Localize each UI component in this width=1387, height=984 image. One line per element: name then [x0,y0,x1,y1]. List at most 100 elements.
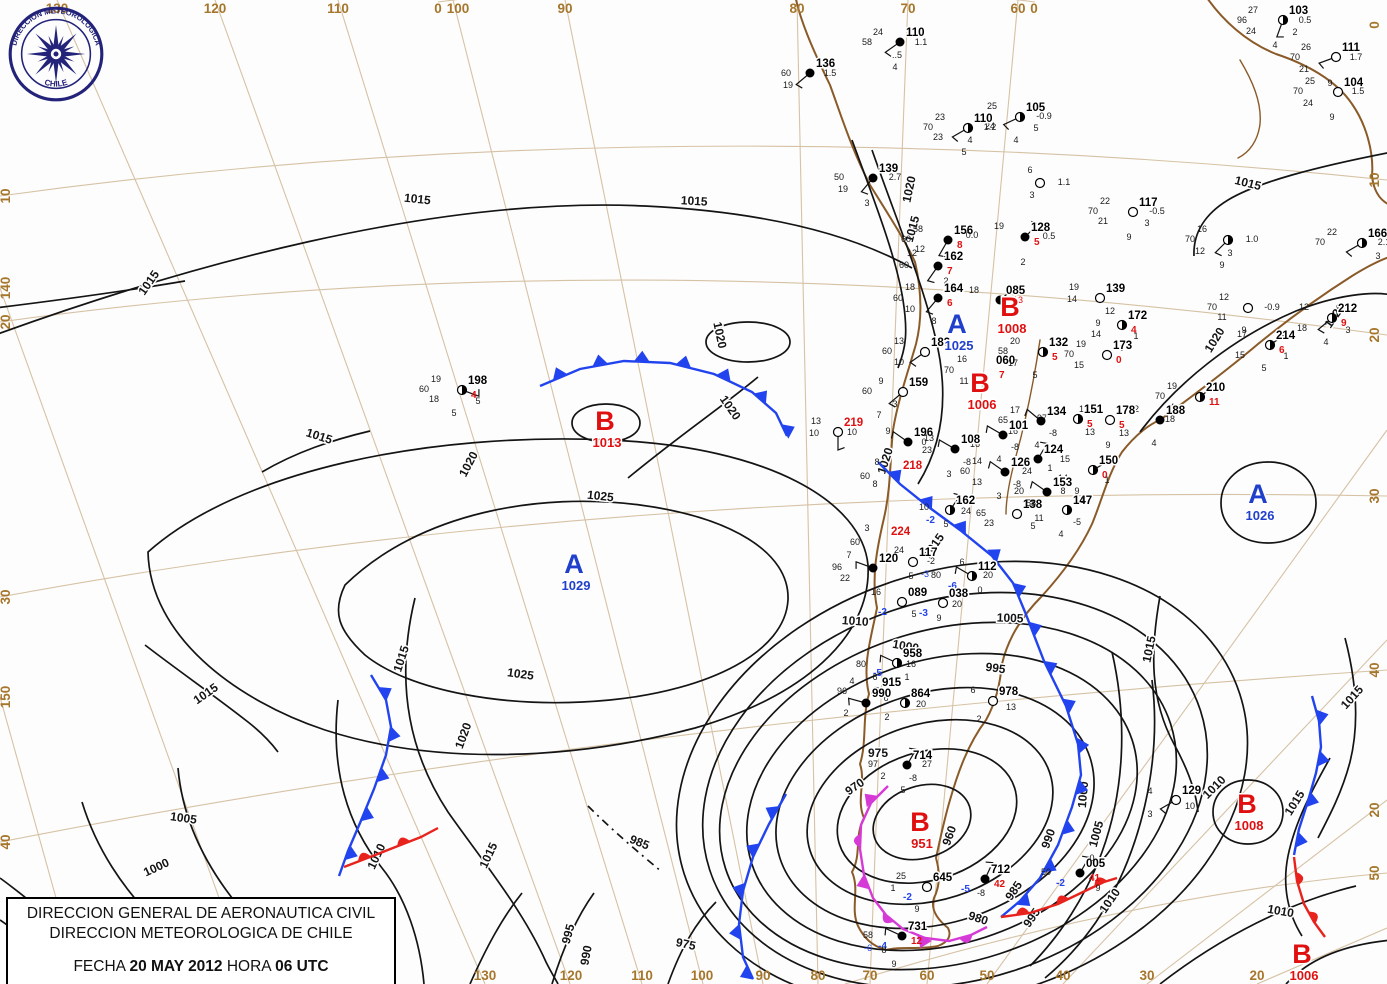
isobar-label: 1015 [390,644,412,674]
station-value: 19 [1076,339,1086,349]
station-value: 12 [1129,404,1139,414]
station-value: 6 [883,693,888,703]
wind-barb-icon [888,391,904,408]
isobar-label: 1015 [681,193,709,208]
station-circle-icon [1200,392,1205,402]
cold-front-triangle-icon [388,726,401,743]
station-circle-icon [832,426,844,438]
warm-front-semicircle-icon [1094,877,1108,887]
station-id: 218 [903,460,923,472]
station-value: 7 [846,550,851,560]
station-value: 4 [1147,786,1152,796]
cold-front-triangle-icon [732,882,746,899]
station-value: 16 [970,439,980,449]
wind-barb-icon [1037,441,1048,460]
station-plot-224: 224 3 60 24 [850,523,912,555]
station-value: 1 [1283,351,1288,361]
cold-front-triangle-icon [716,368,731,382]
station-value: 5 [451,408,456,418]
station-value: 18 [969,285,979,295]
isobar-label: 1020 [456,449,481,479]
station-id: 136 [816,58,835,70]
station-value: 3 [864,523,869,533]
station-id: 108 [961,434,981,446]
station-value: 1.5 [824,68,837,78]
cold-front-triangle-icon [1028,621,1042,637]
grid-label: 10 [0,188,13,203]
cold-front [1292,695,1330,856]
station-value: -8 [977,888,985,898]
station-value: -2 [927,556,935,566]
isobar-label: 1015 [1233,173,1263,193]
isobar-label: 1005 [997,611,1024,626]
station-value: 19 [431,374,441,384]
cold-front-triangle-icon [856,874,870,890]
warm-front-semicircle-icon [959,934,973,943]
station-value: -8 [1049,428,1057,438]
grid-label: 80 [789,1,804,16]
station-value: 24 [894,545,904,555]
station-circle-icon [896,596,908,608]
station-plot-162: 162 -2 10 24 5 [919,492,977,529]
grid-label: 10 [1367,172,1382,187]
isobar-label: 1020 [899,174,918,203]
station-value: 24 [961,506,971,516]
station-value: 60 [850,537,860,547]
station-value: 2.7 [889,172,902,182]
isobar-label: 995 [985,660,1007,677]
station-value: 20 [916,699,926,709]
wind-barb-icon [949,492,962,511]
station-value-blue: -3 [919,608,928,619]
cold-front-triangle-icon [887,469,902,484]
station-value: 2 [880,771,885,781]
pressure-center-letter: B [1000,292,1020,322]
station-circle-icon [861,698,871,708]
station-id: 166 [1368,228,1387,240]
grid-label: 20 [1249,968,1264,983]
station-value: 3 [996,491,1001,501]
wind-barb-icon [925,297,939,315]
station-value-red: 9 [1341,318,1347,329]
station-circle-icon [921,881,933,893]
station-id: 198 [468,375,488,387]
isobar-label: 1015 [902,214,923,244]
station-plot-112: 112 -6 80 200 6 [931,557,998,595]
station-id: 139 [879,163,898,175]
station-value: 60 [781,68,791,78]
pressure-center-value: 1006 [1290,968,1319,983]
isobar-label: 975 [675,935,698,953]
station-id: 105 [1026,102,1046,114]
station-circle-icon [1078,414,1083,424]
station-plot-153: 153 20 8 [1014,476,1074,497]
station-circle-icon [980,874,990,884]
grid-label: 20 [1367,327,1382,342]
station-value: 18 [1165,414,1175,424]
station-value-red: 4 [471,390,477,401]
station-value: 15 [1074,360,1084,370]
station-value: 70 [1293,86,1303,96]
station-value: -8 [1011,442,1019,452]
cold-front [877,461,1090,918]
station-circle-icon [1332,313,1337,323]
station-value-red: 5 [1087,419,1093,430]
station-id: 104 [1344,77,1364,89]
cold-front-triangle-icon [1061,819,1075,835]
station-value: -8 [963,457,971,467]
station-id: 134 [1047,406,1067,418]
sun-star-icon [26,24,86,84]
station-plot-178: 178 5 12 13 9 [1079,404,1137,451]
isobar-label: 1015 [403,191,431,208]
station-plot-219: 219 13 10 10 [809,416,865,451]
station-circle-icon [950,505,955,515]
isobar-label: 1000 [141,855,171,879]
station-id: 126 [1011,457,1030,469]
wind-barb-icon [884,927,903,937]
isobar-label: 1015 [191,680,221,707]
station-value-blue: -5 [873,668,882,679]
